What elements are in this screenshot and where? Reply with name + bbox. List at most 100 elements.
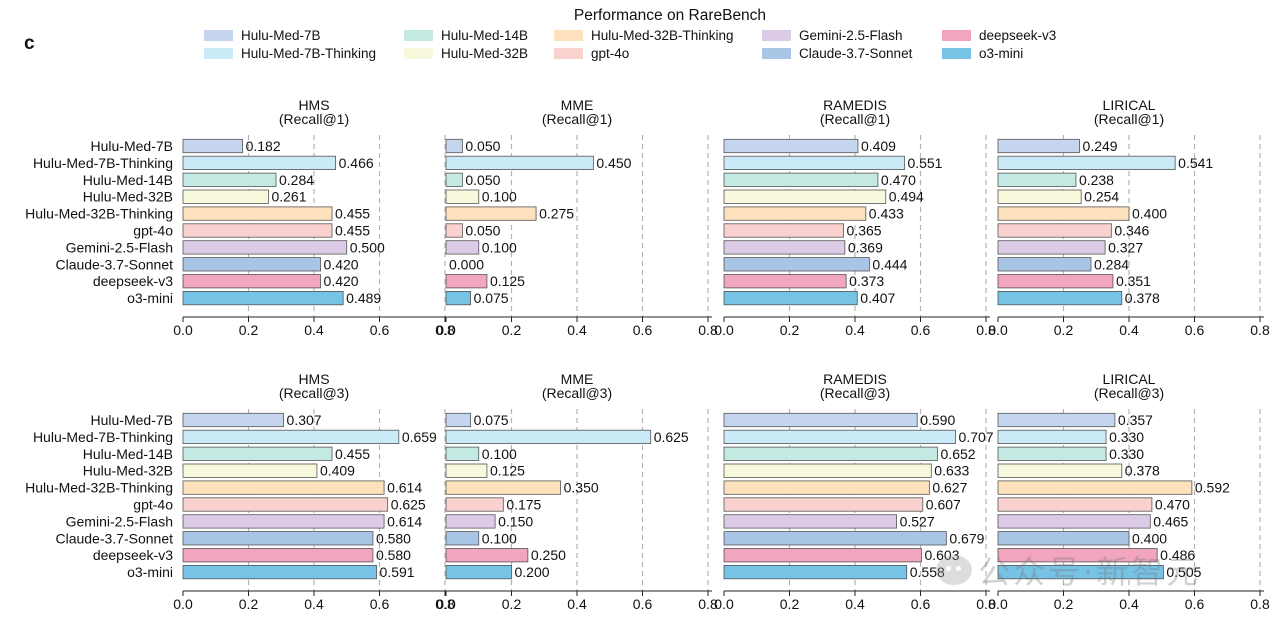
legend-label: gpt-4o xyxy=(591,46,629,61)
x-tick-label: 0.8 xyxy=(1250,596,1270,612)
panel-metric-subtitle: (Recall@1) xyxy=(820,111,890,127)
bar-hulu-med-32b-thinking xyxy=(445,480,562,495)
bar-value-label: 0.400 xyxy=(1132,530,1167,546)
x-tick-label: 0.4 xyxy=(567,596,587,612)
legend-label: Hulu-Med-14B xyxy=(441,28,528,43)
bar-value-label: 0.182 xyxy=(246,138,281,154)
x-tick-label: 0.2 xyxy=(780,596,800,612)
bar-hulu-med-7b xyxy=(445,412,471,428)
bar-value-label: 0.450 xyxy=(596,155,631,171)
panel-dataset-title: HMS xyxy=(298,97,329,113)
bar-value-label: 0.652 xyxy=(941,446,976,462)
bar-value-label: 0.409 xyxy=(320,463,355,479)
bar-value-label: 0.327 xyxy=(1108,239,1143,255)
bar-hulu-med-7b-thinking xyxy=(445,429,652,445)
bar-value-label: 0.250 xyxy=(531,547,566,563)
model-tick-label: Hulu-Med-14B xyxy=(83,446,173,462)
x-tick-label: 0.4 xyxy=(845,322,865,338)
bar-value-label: 0.284 xyxy=(279,172,314,188)
x-tick-label: 0.2 xyxy=(1054,322,1074,338)
bar-value-label: 0.100 xyxy=(482,239,517,255)
bar-gpt-4o xyxy=(182,497,389,512)
model-tick-label: Hulu-Med-32B-Thinking xyxy=(25,480,173,496)
bar-deepseek-v3 xyxy=(997,274,1114,289)
bar-value-label: 0.614 xyxy=(387,480,422,496)
bar-value-label: 0.357 xyxy=(1118,412,1153,428)
panel-metric-subtitle: (Recall@1) xyxy=(1094,111,1164,127)
bar-hulu-med-7b xyxy=(723,412,918,428)
bar-value-label: 0.100 xyxy=(482,530,517,546)
bar-gemini-2.5-flash xyxy=(997,514,1151,529)
bar-claude-3.7-sonnet xyxy=(723,531,947,546)
bar-value-label: 0.625 xyxy=(391,497,426,513)
bar-o3-mini xyxy=(445,290,471,306)
bar-value-label: 0.625 xyxy=(654,429,689,445)
bar-hulu-med-7b-thinking xyxy=(997,155,1176,170)
bar-o3-mini xyxy=(723,290,858,306)
panels: HMS(Recall@1)0.1820.4660.2840.2610.4550.… xyxy=(25,97,1270,612)
bar-hulu-med-14b xyxy=(723,446,938,461)
bar-value-label: 0.470 xyxy=(881,172,916,188)
x-tick-label: 0.4 xyxy=(304,596,324,612)
bar-value-label: 0.400 xyxy=(1132,206,1167,222)
bar-value-label: 0.125 xyxy=(490,463,525,479)
model-tick-label: Hulu-Med-32B xyxy=(83,463,173,479)
bar-value-label: 0.365 xyxy=(847,223,882,239)
x-tick-label: 0.6 xyxy=(633,596,653,612)
bar-value-label: 0.444 xyxy=(872,256,907,272)
bar-value-label: 0.494 xyxy=(889,189,924,205)
panel-metric-subtitle: (Recall@3) xyxy=(542,385,612,401)
legend-swatch xyxy=(404,48,433,59)
legend-label: Hulu-Med-7B-Thinking xyxy=(241,46,376,61)
x-tick-label: 0.0 xyxy=(436,596,456,612)
bar-gemini-2.5-flash xyxy=(182,514,385,529)
bar-value-label: 0.470 xyxy=(1155,497,1190,513)
legend-swatch xyxy=(204,30,233,41)
chart-title: Performance on RareBench xyxy=(574,7,766,24)
model-tick-label: deepseek-v3 xyxy=(93,547,173,563)
bar-hulu-med-14b xyxy=(445,172,463,187)
legend-label: Hulu-Med-7B xyxy=(241,28,321,43)
bar-o3-mini xyxy=(997,565,1164,580)
x-tick-label: 0.0 xyxy=(988,596,1008,612)
x-tick-label: 0.6 xyxy=(1185,322,1205,338)
bar-value-label: 0.627 xyxy=(932,480,967,496)
bar-value-label: 0.050 xyxy=(465,223,500,239)
bar-hulu-med-32b-thinking xyxy=(997,480,1193,495)
bar-hulu-med-32b-thinking xyxy=(723,206,867,221)
panel-dataset-title: RAMEDIS xyxy=(823,97,887,113)
bar-value-label: 0.679 xyxy=(949,530,984,546)
x-tick-label: 0.6 xyxy=(911,596,931,612)
x-tick-label: 0.0 xyxy=(436,322,456,338)
bar-deepseek-v3 xyxy=(182,274,321,289)
x-tick-label: 0.0 xyxy=(173,596,193,612)
bar-value-label: 0.100 xyxy=(482,446,517,462)
bar-value-label: 0.075 xyxy=(474,412,509,428)
model-tick-label: gpt-4o xyxy=(133,497,173,513)
bar-value-label: 0.350 xyxy=(564,480,599,496)
bar-value-label: 0.607 xyxy=(926,497,961,513)
bar-value-label: 0.590 xyxy=(920,412,955,428)
model-tick-label: Hulu-Med-7B xyxy=(91,138,173,154)
bar-hulu-med-32b xyxy=(445,189,480,204)
model-tick-label: Gemini-2.5-Flash xyxy=(66,239,173,255)
bar-value-label: 0.075 xyxy=(474,290,509,306)
x-tick-label: 0.0 xyxy=(988,322,1008,338)
bar-hulu-med-7b-thinking xyxy=(182,429,400,445)
bar-hulu-med-14b xyxy=(182,172,277,187)
model-tick-label: Hulu-Med-7B-Thinking xyxy=(33,155,173,171)
bar-o3-mini xyxy=(723,565,908,580)
bar-deepseek-v3 xyxy=(997,548,1158,563)
legend-swatch xyxy=(554,48,583,59)
bar-claude-3.7-sonnet xyxy=(997,531,1130,546)
model-tick-label: Gemini-2.5-Flash xyxy=(66,513,173,529)
bar-hulu-med-14b xyxy=(445,446,480,461)
x-tick-label: 0.8 xyxy=(435,322,455,338)
bar-value-label: 0.150 xyxy=(498,513,533,529)
x-tick-label: 0.2 xyxy=(1054,596,1074,612)
bar-value-label: 0.378 xyxy=(1125,463,1160,479)
bar-value-label: 0.409 xyxy=(861,138,896,154)
model-tick-label: deepseek-v3 xyxy=(93,273,173,289)
x-tick-label: 0.0 xyxy=(714,322,734,338)
bar-hulu-med-32b xyxy=(723,189,887,204)
